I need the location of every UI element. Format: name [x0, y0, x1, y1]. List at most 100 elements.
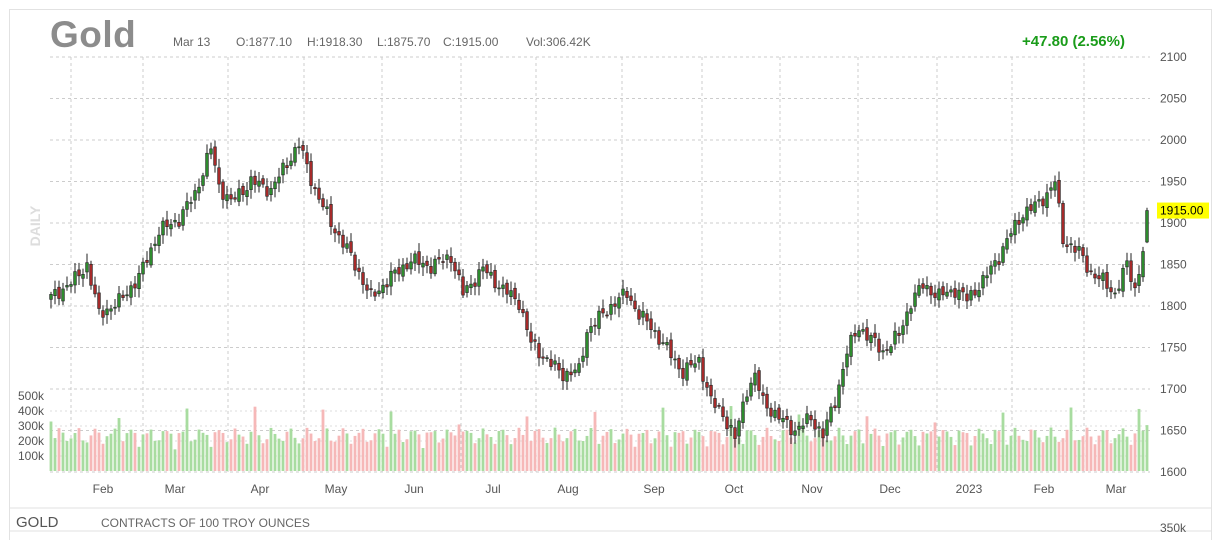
candle-body [901, 325, 905, 335]
volume-bar [941, 430, 945, 471]
y-tick-label: 1800 [1160, 299, 1187, 313]
volume-value: Vol:306.42K [526, 35, 591, 49]
volume-bar [693, 429, 697, 471]
candle-body [405, 263, 409, 270]
volume-bar [953, 445, 957, 471]
candle-body [573, 369, 577, 374]
candle-body [1105, 272, 1109, 289]
candle-body [1025, 206, 1029, 221]
volume-bar [509, 444, 513, 471]
candle-body [909, 308, 913, 314]
volume-bar [385, 446, 389, 471]
x-tick-label: May [325, 482, 348, 496]
volume-bar [573, 428, 577, 471]
volume-bar [1097, 435, 1101, 471]
candle-body [701, 357, 705, 382]
footer-description: CONTRACTS OF 100 TROY OUNCES [101, 516, 310, 530]
price-change: +47.80 (2.56%) [1022, 33, 1125, 50]
candle-body [517, 299, 521, 310]
candle-body [493, 269, 497, 289]
chart-frame [9, 9, 1212, 540]
candle-body [1033, 201, 1037, 213]
volume-bar [329, 440, 333, 471]
volume-bar [1073, 440, 1077, 471]
x-tick-label: Oct [725, 482, 744, 496]
volume-bar [49, 421, 53, 471]
candle-body [233, 197, 237, 200]
volume-bar [605, 431, 609, 471]
candle-body [881, 350, 885, 353]
volume-bar [865, 416, 869, 471]
candle-body [377, 290, 381, 295]
volume-bar [469, 432, 473, 471]
volume-bar [1081, 436, 1085, 471]
volume-bar [345, 433, 349, 471]
candle-body [1137, 274, 1141, 286]
candle-body [661, 342, 665, 344]
volume-bar [825, 440, 829, 471]
candle-body [341, 234, 345, 248]
volume-bar [765, 427, 769, 471]
volume-bar [233, 428, 237, 471]
volume-bar [349, 443, 353, 471]
volume-bar [581, 441, 585, 471]
volume-bar [841, 435, 845, 471]
volume-bar [421, 448, 425, 471]
candle-body [245, 190, 249, 197]
candle-body [861, 329, 865, 332]
candle-body [1081, 247, 1085, 256]
candle-body [797, 425, 801, 430]
candle-body [985, 275, 989, 279]
candle-body [877, 338, 881, 353]
volume-bar [241, 436, 245, 471]
volume-bar [933, 422, 937, 471]
volume-bar [625, 428, 629, 471]
candle-body [453, 261, 457, 272]
volume-bar [361, 428, 365, 471]
volume-bar [717, 432, 721, 471]
candle-body [1073, 245, 1077, 253]
volume-bar [1093, 444, 1097, 471]
candle-body [1117, 288, 1121, 291]
candle-body [301, 145, 305, 151]
candle-body [1029, 204, 1033, 211]
candle-body [81, 274, 85, 279]
volume-bar [637, 433, 641, 471]
volume-bar [661, 407, 665, 471]
volume-bar [669, 446, 673, 471]
candle-body [109, 308, 113, 312]
volume-bar [569, 431, 573, 471]
x-tick-label: Feb [1034, 482, 1055, 496]
candle-body [953, 288, 957, 298]
volume-bar [537, 429, 541, 471]
volume-bar [117, 418, 121, 471]
volume-bar [849, 435, 853, 471]
volume-bar [177, 433, 181, 471]
volume-bar [205, 434, 209, 471]
volume-bar [965, 433, 969, 471]
volume-tick-label: 200k [18, 434, 45, 448]
candle-body [729, 425, 733, 428]
candle-body [141, 261, 145, 275]
candle-body [737, 420, 741, 437]
candle-body [277, 176, 281, 184]
candle-body [449, 256, 453, 263]
candle-body [569, 371, 573, 376]
candle-body [313, 187, 317, 190]
volume-bar [521, 434, 525, 471]
y-tick-label: 1950 [1160, 175, 1187, 189]
volume-tick-label: 100k [18, 449, 45, 463]
candle-body [789, 420, 793, 436]
volume-bar [797, 414, 801, 471]
volume-bar [837, 427, 841, 471]
candle-body [49, 294, 53, 300]
volume-bar [593, 411, 597, 471]
volume-bar [889, 432, 893, 471]
x-tick-label: Dec [879, 482, 900, 496]
volume-bar [649, 443, 653, 471]
volume-bar [789, 437, 793, 471]
candle-body [893, 330, 897, 345]
candle-body [833, 405, 837, 409]
candle-body [121, 294, 125, 298]
